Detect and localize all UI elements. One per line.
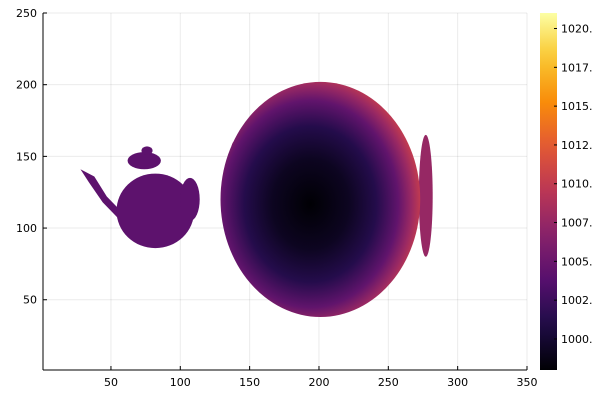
x-tick-label: 350 — [517, 376, 538, 389]
y-tick-label: 50 — [23, 294, 37, 307]
colorbar-tick-label: 1000. — [561, 333, 593, 346]
colorbar-tick-label: 1015. — [561, 100, 593, 113]
colorbar-tick-label: 1005. — [561, 255, 593, 268]
teapot-region — [80, 146, 200, 249]
teapot-body — [116, 173, 195, 249]
y-tick-label: 150 — [16, 150, 37, 163]
y-tick-label: 200 — [16, 79, 37, 92]
x-tick-label: 300 — [447, 376, 468, 389]
colorbar-tick-label: 1002. — [561, 294, 593, 307]
colorbar-tick-label: 1010. — [561, 178, 593, 191]
teapot-spout — [80, 169, 123, 219]
colorbar-tick-label: 1017. — [561, 61, 593, 74]
teapot-handle — [180, 177, 200, 221]
fragment-strip — [418, 134, 433, 257]
colorbar-tick-label: 1007. — [561, 217, 593, 230]
axes — [42, 13, 527, 371]
x-tick-label: 100 — [170, 376, 191, 389]
y-tick-label: 100 — [16, 222, 37, 235]
x-tick-label: 250 — [378, 376, 399, 389]
y-tick-labels: 50 100 150 200 250 — [16, 7, 47, 307]
x-tick-label: 200 — [308, 376, 329, 389]
y-tick-label: 250 — [16, 7, 37, 20]
teapot-lid — [127, 152, 161, 170]
colorbar-tick-label: 1012. — [561, 139, 593, 152]
heatmap-image — [80, 81, 433, 317]
colorbar: 1000. 1002. 1005. 1007. 1010. 1012. 1015. 1017.… — [540, 13, 593, 370]
x-tick-label: 50 — [104, 376, 118, 389]
x-tick-labels: 50 100 150 200 250 300 350 — [104, 366, 538, 389]
sphere-region — [220, 81, 421, 317]
teapot-knob — [141, 146, 153, 155]
x-tick-label: 150 — [239, 376, 260, 389]
colorbar-tick-label: 1020. — [561, 23, 593, 36]
colorbar-gradient — [540, 13, 557, 370]
